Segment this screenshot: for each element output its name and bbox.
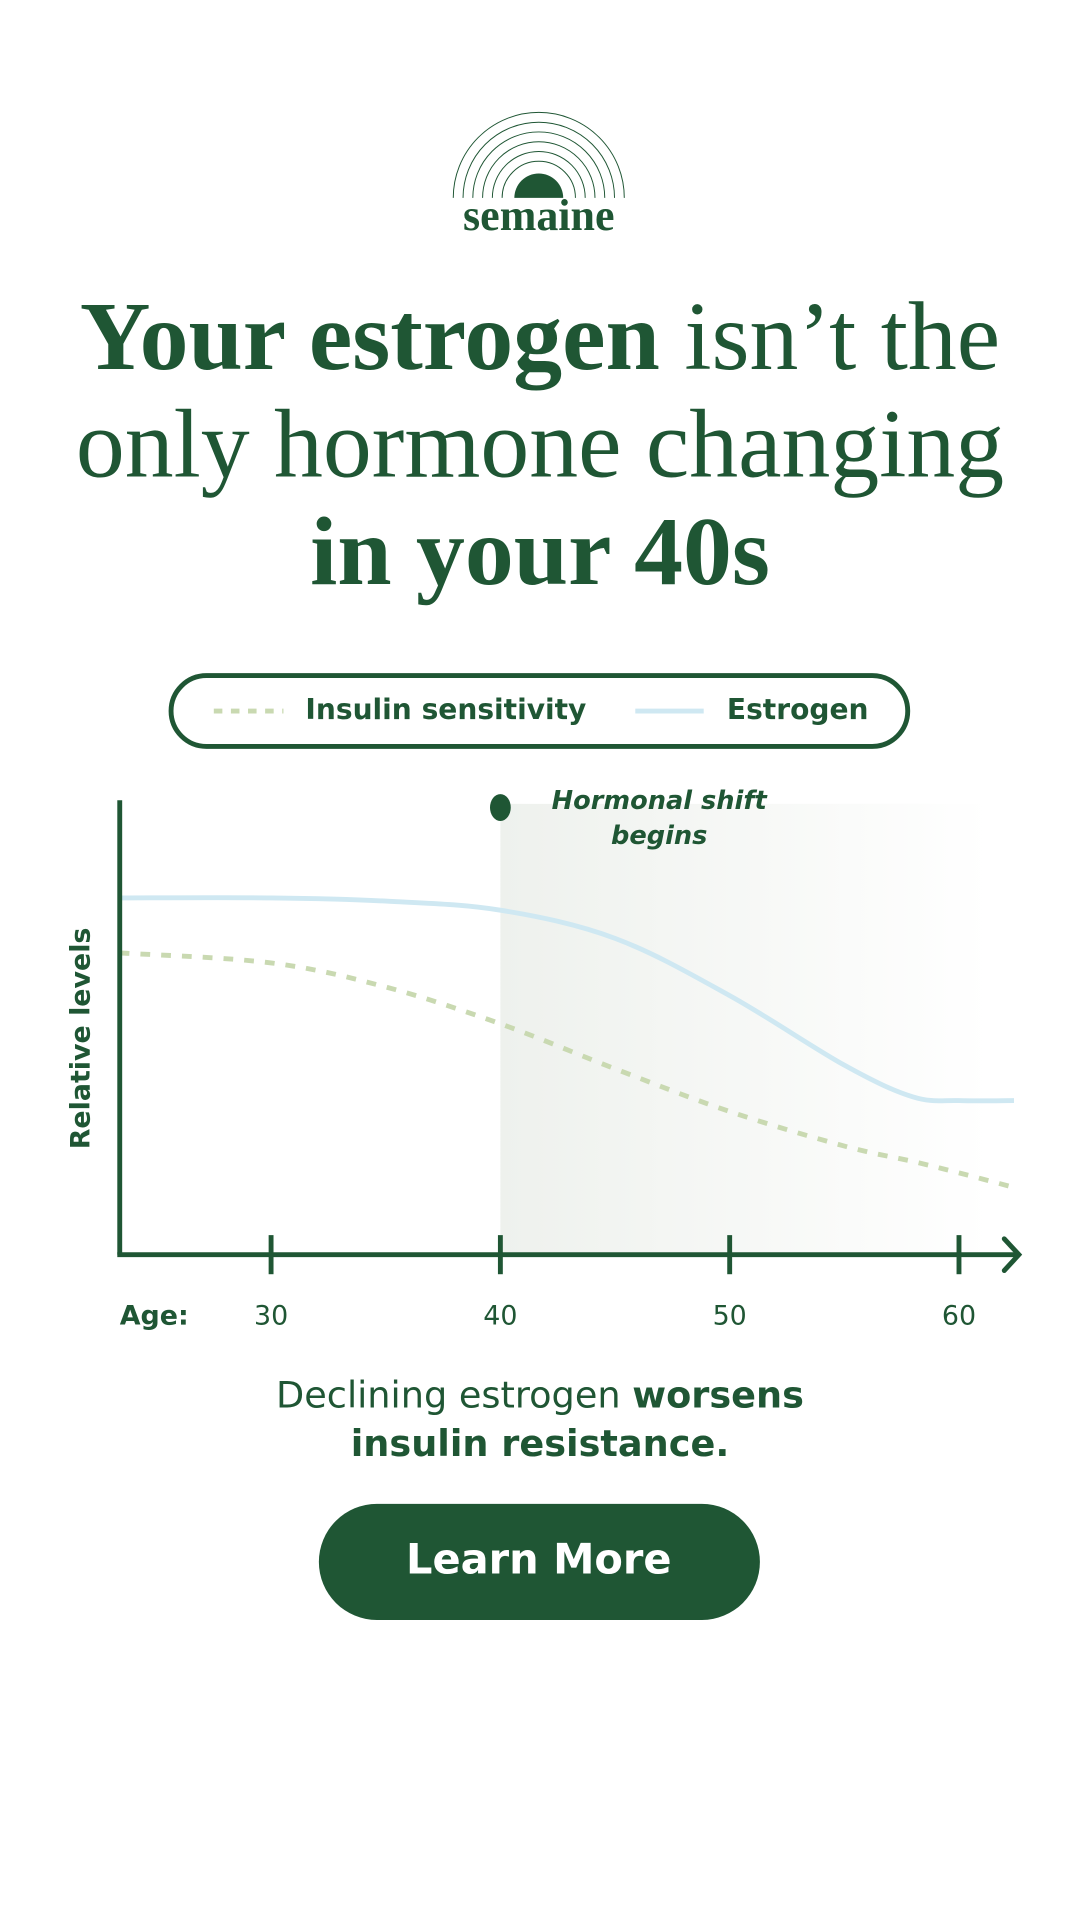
logo-arcs — [452, 111, 625, 198]
caption-box: Declining estrogen worsens insulin resis… — [235, 1372, 846, 1470]
x-tick-label: 30 — [254, 1300, 288, 1331]
annotation-box: Hormonal shift begins — [551, 785, 767, 851]
series-line — [119, 895, 1015, 1104]
brand: semaine — [463, 191, 614, 240]
button-label[interactable]: Learn More — [406, 1535, 672, 1584]
annotation-dot — [489, 794, 511, 821]
text-run: worsens insulin resistance. — [350, 1374, 817, 1467]
text-run: isn’t the only hormone changing — [75, 283, 1029, 499]
headline: Your estrogen isn’t the only hormone cha… — [49, 283, 1031, 606]
shift-region — [500, 803, 990, 1255]
x-axis-arrow — [1001, 1236, 1023, 1273]
y-axis-label: Relative levels — [65, 928, 96, 1150]
button-bg[interactable] — [318, 1503, 760, 1620]
text-run: in your 40s — [310, 498, 770, 606]
x-tick-label: 40 — [483, 1300, 517, 1331]
legend-frame — [168, 673, 911, 749]
legend-label: Insulin sensitivity — [305, 693, 586, 726]
headline-box: Your estrogen isn’t the only hormone cha… — [49, 283, 1031, 606]
caption: Declining estrogen worsens insulin resis… — [235, 1372, 846, 1470]
x-tick-label: 50 — [713, 1300, 747, 1331]
x-tick-label: 60 — [942, 1300, 976, 1331]
annotation: Hormonal shift begins — [551, 785, 767, 851]
text-run: Your estrogen — [79, 283, 660, 391]
x-axis-label: Age: — [120, 1300, 189, 1331]
text-run: Declining estrogen — [276, 1374, 633, 1418]
chart: Insulin sensitivity Estrogen 30 40 50 60 Age: R… — [65, 693, 1023, 1331]
legend-label: Estrogen — [727, 693, 869, 726]
learn-more-button[interactable]: Learn More — [318, 1503, 760, 1620]
